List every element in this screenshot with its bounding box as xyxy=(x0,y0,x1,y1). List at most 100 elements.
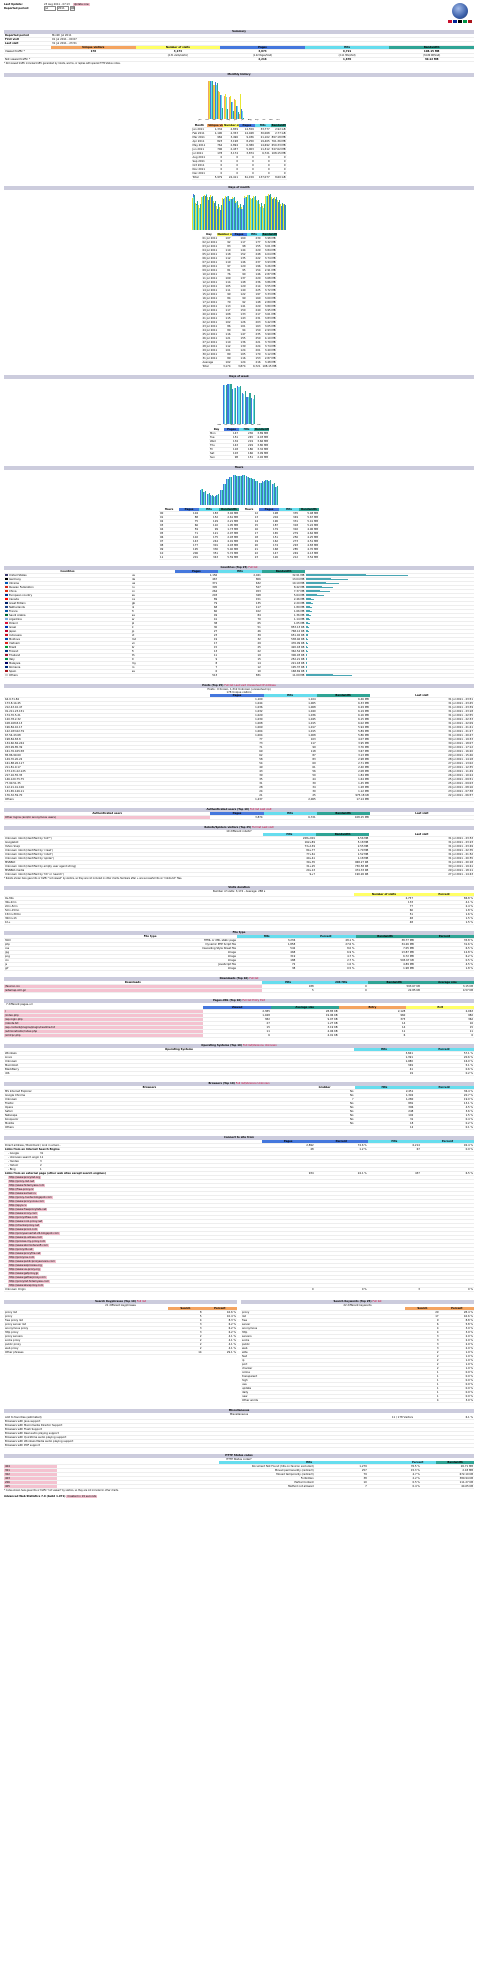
engine-name[interactable]: - Yandex xyxy=(4,1160,39,1163)
table-cell: 593.67 KB xyxy=(368,985,421,988)
table-cell[interactable]: /favicon.ico xyxy=(4,985,262,988)
table-cell: 87 xyxy=(264,754,317,757)
external-url[interactable]: http://www.ip-adress.com xyxy=(8,1236,43,1239)
auth-last-visit-link[interactable]: Last visit xyxy=(260,808,272,811)
table-cell[interactable]: /wp-login.php xyxy=(4,1018,203,1021)
search-phrases-full-list-link[interactable]: Full list xyxy=(137,1300,146,1303)
table-cell[interactable]: /index.php xyxy=(4,1014,203,1017)
external-url[interactable]: http://spys.ru xyxy=(8,1204,27,1207)
external-url[interactable]: http://proxies.my-proxy.com xyxy=(8,1240,46,1243)
external-url[interactable]: http://www.hidemyass.com xyxy=(8,1184,45,1187)
external-url[interactable]: http://www.us-proxy.org xyxy=(8,1268,41,1271)
robots-full-list-link[interactable]: Full list xyxy=(252,826,261,829)
table-cell: 2,128 xyxy=(339,1010,407,1013)
external-url[interactable]: http://www.samair.ru xyxy=(8,1192,37,1195)
table-cell: 764 xyxy=(207,144,223,147)
external-url[interactable]: http://proxydb.net xyxy=(8,1248,34,1251)
table-cell: 2 xyxy=(405,1355,439,1358)
external-url[interactable]: http://www.proxylist.org xyxy=(8,1176,41,1179)
browsers-full-list-link[interactable]: Full list/Versions xyxy=(236,1082,257,1085)
pages-full-list-link[interactable]: Full list xyxy=(242,999,251,1002)
external-url[interactable]: http://proxy4free.com xyxy=(8,1216,38,1219)
table-cell[interactable]: /robots.txt xyxy=(4,1022,203,1025)
month-select[interactable]: Jul xyxy=(44,6,56,11)
external-url[interactable]: http://www.xroxy.com xyxy=(8,1212,38,1215)
year-select[interactable]: 2011 xyxy=(57,6,69,11)
external-url[interactable]: http://www.freeproxylists.net xyxy=(8,1208,47,1211)
bandwidth-bar[interactable] xyxy=(285,205,286,230)
table-cell[interactable]: 403 xyxy=(4,1477,57,1480)
pages-entry-link[interactable]: Entry xyxy=(252,999,259,1002)
table-cell: 1.8 % xyxy=(414,909,474,912)
ok-button[interactable]: OK xyxy=(70,6,75,11)
awstats-logo[interactable] xyxy=(452,3,468,19)
external-url[interactable]: http://www.cool-proxy.net xyxy=(8,1220,43,1223)
browsers-unknown-link[interactable]: Unknown xyxy=(258,1082,270,1085)
external-url[interactable]: http://free-proxy.cz xyxy=(8,1188,34,1191)
external-url[interactable]: http://www.proxz.com xyxy=(8,1228,38,1231)
robots-last-visit-link[interactable]: Last visit xyxy=(262,826,274,829)
update-now-link[interactable]: Update now xyxy=(73,3,90,6)
search-keywords-full-list-link[interactable]: Full list xyxy=(372,1300,381,1303)
table-header-cell: Hits xyxy=(355,1086,415,1089)
flag-icon[interactable] xyxy=(468,20,472,23)
table-cell: May 2011 xyxy=(192,144,208,147)
flag-icon[interactable] xyxy=(458,20,462,23)
table-header-cell: Pages xyxy=(179,508,199,511)
flag-icon[interactable] xyxy=(448,20,452,23)
flag-icon[interactable] xyxy=(453,20,457,23)
table-cell: 4.7 % xyxy=(368,1473,421,1476)
table-cell: No xyxy=(295,1102,355,1105)
table-cell[interactable]: 405 xyxy=(4,1485,57,1488)
table-cell: 216 xyxy=(247,361,262,364)
table-cell: 20.7 % xyxy=(414,1094,474,1097)
table-cell[interactable]: /administrator/index.php xyxy=(4,1030,203,1033)
downloads-full-list-link[interactable]: Full list xyxy=(249,977,258,980)
external-url[interactable]: http://www.publicproxyservers.com xyxy=(8,1260,56,1263)
auth-full-list-link[interactable]: Full list xyxy=(250,808,259,811)
table-cell[interactable]: 301 xyxy=(4,1469,57,1472)
external-url[interactable]: http://www.getproxy.jp xyxy=(8,1272,39,1275)
pages-exit-link[interactable]: Exit xyxy=(260,999,265,1002)
table-cell[interactable]: 302 xyxy=(4,1473,57,1476)
external-url[interactable]: http://www.proxynova.com xyxy=(8,1200,45,1203)
country-name-cell: Spain xyxy=(4,670,131,673)
external-url[interactable]: http://www.sslproxies.org xyxy=(8,1264,43,1267)
hosts-unresolved-link[interactable]: Unresolved IP Address xyxy=(247,684,276,687)
external-url[interactable]: http://checkerproxy.net xyxy=(8,1224,40,1227)
external-url[interactable]: http://www.aliveproxy.com xyxy=(8,1284,44,1287)
external-url[interactable]: http://proxy-list.net xyxy=(8,1180,35,1183)
table-cell: 203.99.85.39 xyxy=(4,746,210,749)
table-cell[interactable]: Other logins (and/or anonymous users) xyxy=(4,816,210,819)
table-cell[interactable]: 206 xyxy=(4,1481,57,1484)
os-full-list-link[interactable]: Full list/Versions xyxy=(243,1044,264,1047)
engine-name[interactable]: - Google xyxy=(4,1152,39,1155)
external-url[interactable]: http://proxylist.hidemyass.com xyxy=(8,1280,50,1283)
engine-name[interactable]: - Bing xyxy=(4,1168,39,1171)
table-cell[interactable]: / xyxy=(4,1010,203,1013)
external-url[interactable]: http://proxy-hunter.blogspot.com xyxy=(8,1196,53,1199)
hosts-last-visit-link[interactable]: Last visit xyxy=(234,684,246,687)
table-cell: 4,353 xyxy=(223,132,239,135)
table-cell[interactable]: /xmlrpc.php xyxy=(4,1034,203,1037)
hosts-full-list-link[interactable]: Full list xyxy=(224,684,233,687)
external-url[interactable]: http://www.gatherproxy.com xyxy=(8,1276,47,1279)
table-cell[interactable]: /sitemap.xml.gz xyxy=(4,989,262,992)
external-url[interactable]: http://www.atomintersoft.com xyxy=(8,1244,49,1247)
table-cell[interactable]: 404 xyxy=(4,1465,57,1468)
external-url[interactable]: http://proxyserverlist-24.blogspot.com xyxy=(8,1232,60,1235)
os-unknown-link[interactable]: Unknown xyxy=(265,1044,277,1047)
countries-full-list-link[interactable]: Full list xyxy=(248,566,257,569)
engine-name[interactable]: - Unknown search engines xyxy=(4,1156,39,1159)
external-url[interactable]: http://www.proxyfire.net xyxy=(8,1252,41,1255)
bandwidth-bar[interactable] xyxy=(277,486,278,505)
flag-icon[interactable] xyxy=(463,20,467,23)
country-flag-icon xyxy=(5,674,8,676)
table-cell: 2.9 % xyxy=(440,1343,474,1346)
table-cell: high xyxy=(241,1379,405,1382)
engine-name[interactable]: - Yahoo! xyxy=(4,1164,39,1167)
bandwidth-bar[interactable] xyxy=(254,395,255,424)
table-cell[interactable]: /wp-content/plugins/plugin/readme.txt xyxy=(4,1026,203,1029)
footer-link[interactable]: Created in 19 seconds xyxy=(66,1495,97,1498)
external-url[interactable]: http://proxyrss.com xyxy=(8,1256,35,1259)
